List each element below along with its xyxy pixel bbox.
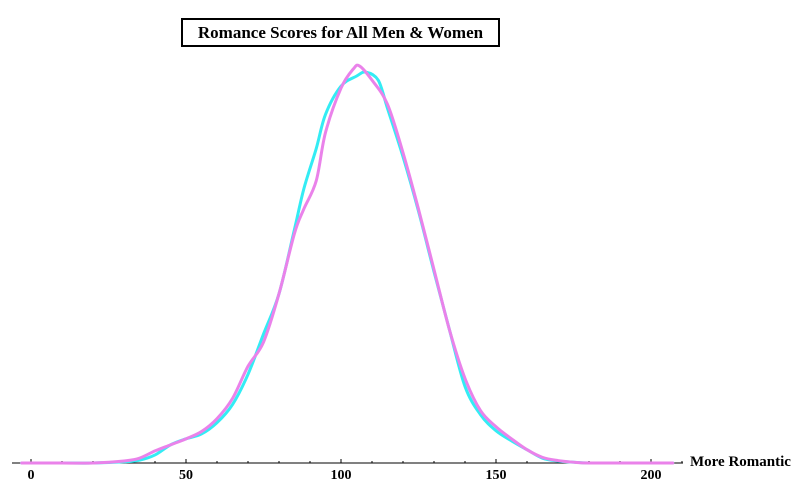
series-group — [20, 63, 675, 465]
x-axis-label: More Romantic — [690, 454, 791, 470]
x-tick-label: 100 — [331, 468, 352, 483]
x-tick-label: 150 — [486, 468, 507, 483]
x-axis-tick-labels: 0 50 100 150 200 — [28, 468, 662, 483]
x-tick-label: 50 — [179, 468, 193, 483]
x-tick-label: 200 — [641, 468, 662, 483]
chart-title: Romance Scores for All Men & Women — [181, 18, 500, 47]
series-line-2 — [20, 63, 675, 465]
x-tick-label: 0 — [28, 468, 35, 483]
series-line-1 — [20, 70, 675, 465]
